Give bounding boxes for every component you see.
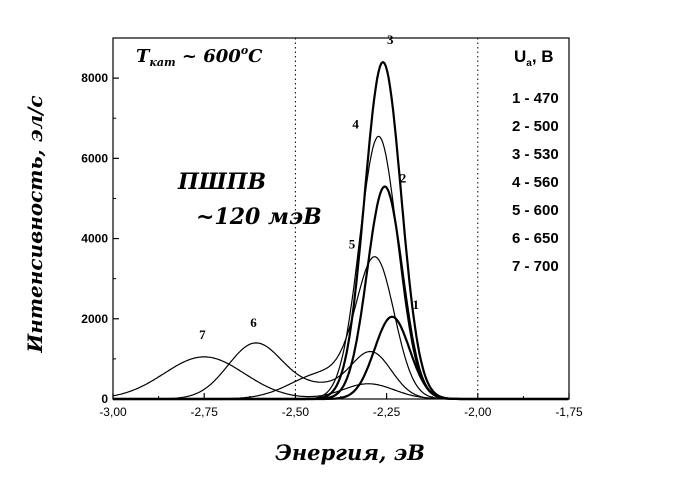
legend-title-symbol: U	[514, 47, 526, 66]
x-tick-label-3: -2,25	[373, 405, 401, 419]
y-tick-label-2: 4000	[81, 232, 108, 246]
legend-title-unit: , В	[532, 47, 554, 66]
legend-entry-1: 1 - 470	[512, 90, 559, 107]
x-tick-label-4: -2,00	[464, 405, 492, 419]
plot-frame	[112, 37, 570, 400]
legend-title: Ua, В	[514, 47, 554, 69]
temperature-unit: C	[248, 46, 263, 67]
curve-label-6: 6	[250, 315, 257, 330]
y-tick-label-1: 2000	[81, 312, 108, 326]
series-curve-1	[113, 315, 569, 401]
series-curves	[112, 60, 569, 401]
x-axis-title: Энергия, эВ	[275, 440, 425, 465]
temperature-symbol: T	[136, 46, 151, 67]
legend-entry-3: 3 - 530	[512, 146, 559, 163]
y-tick-label-3: 6000	[81, 151, 108, 165]
fwhm-annotation: ~120 мэВ	[196, 204, 322, 230]
y-tick-label-4: 8000	[81, 71, 108, 85]
series-curve-3	[113, 60, 569, 401]
gridlines	[294, 38, 479, 399]
series-curve-2	[113, 185, 569, 401]
y-axis-title: Интенсивность, эл/с	[23, 95, 47, 353]
legend-entry-2: 2 - 500	[512, 118, 559, 135]
curve-label-3: 3	[387, 32, 394, 47]
legend-title-subscript: a	[526, 58, 532, 69]
curve-label-5: 5	[349, 237, 356, 252]
curve-label-1: 1	[413, 297, 420, 312]
legend-entry-5: 5 - 600	[512, 202, 559, 219]
x-tick-label-0: -3,00	[99, 405, 127, 419]
legend-entry-4: 4 - 560	[512, 174, 559, 191]
legend: 1 - 470 2 - 500 3 - 530 4 - 560 5 - 600 6 - 6…	[512, 90, 559, 275]
legend-entry-7: 7 - 700	[512, 258, 559, 275]
curve-label-7: 7	[199, 327, 206, 342]
temperature-annotation: Tкат ~ 600oC	[136, 44, 263, 69]
x-tick-label-2: -2,50	[282, 405, 310, 419]
curve-labels: 1 2 3 4 5 6 7	[199, 32, 419, 342]
method-annotation: ПШПВ	[177, 169, 266, 195]
legend-entry-6: 6 - 650	[512, 230, 559, 247]
y-axis-ticks: 0 2000 4000 6000 8000	[81, 71, 119, 406]
y-tick-label-0: 0	[101, 392, 108, 406]
temperature-value: ~ 600	[176, 46, 242, 67]
x-tick-label-5: -1,75	[555, 405, 583, 419]
x-tick-label-1: -2,75	[191, 405, 219, 419]
x-axis-ticks: -3,00 -2,75 -2,50 -2,25 -2,00 -1,75	[99, 393, 583, 419]
series-curve-7	[112, 356, 569, 400]
curve-label-4: 4	[352, 116, 359, 131]
temperature-subscript: кат	[149, 56, 175, 69]
curve-label-2: 2	[400, 170, 407, 185]
degree-superscript: o	[241, 44, 248, 57]
